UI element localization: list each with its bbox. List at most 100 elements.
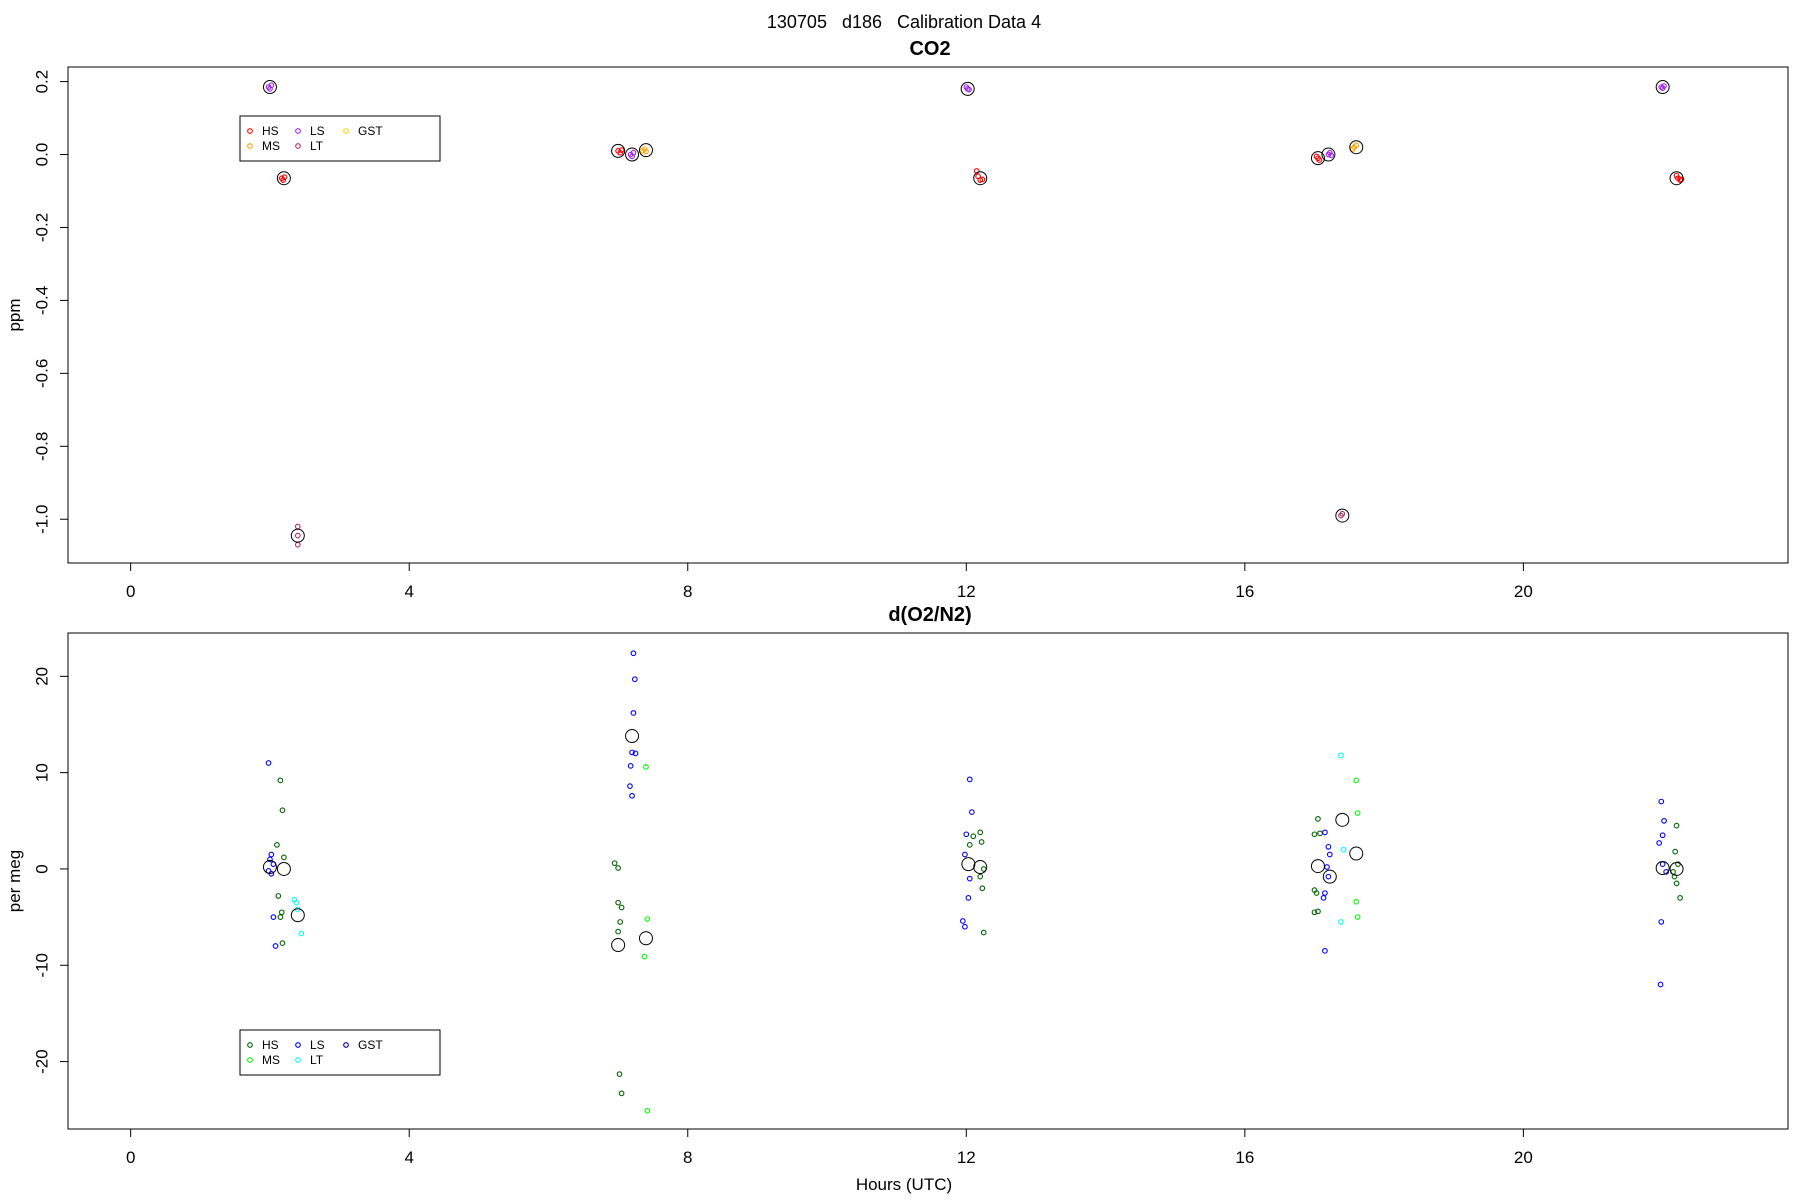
legend-marker-hs [247, 128, 253, 134]
data-point-hs [617, 919, 624, 925]
data-point-ms [1353, 777, 1360, 784]
y-tick-label: 0.0 [33, 143, 52, 167]
y-tick-label: -0.6 [33, 359, 52, 388]
data-point-ls [963, 831, 970, 838]
data-point-ms [644, 916, 651, 922]
legend-label-hs: HS [262, 124, 279, 138]
data-point-lt [1338, 919, 1344, 925]
data-point-ls [268, 82, 275, 89]
legend-label-ls: LS [310, 124, 325, 138]
x-tick-label: 4 [404, 582, 413, 601]
data-point-ls [1328, 152, 1335, 159]
mean-marker [625, 147, 640, 162]
data-point-ls [965, 895, 972, 901]
mean-marker [611, 143, 626, 158]
x-tick-label: 16 [1235, 582, 1254, 601]
data-point-ms [644, 1107, 651, 1114]
x-tick-label: 16 [1235, 1148, 1254, 1167]
data-point-hs [275, 893, 282, 899]
legend-label-lt: LT [310, 139, 324, 153]
mean-marker [1669, 171, 1684, 186]
data-point-hs [281, 174, 288, 180]
data-point-ls [627, 763, 634, 769]
mean-marker [1321, 147, 1336, 162]
data-point-ls [966, 86, 972, 93]
data-point-lt [293, 899, 300, 906]
data-point-hs [1316, 157, 1323, 163]
data-point-hs [980, 929, 987, 936]
panel-title: CO2 [909, 38, 950, 60]
data-point-hs [281, 854, 287, 861]
data-point-ls [1326, 851, 1333, 858]
data-point-hs [615, 899, 621, 906]
x-axis-label: Hours (UTC) [856, 1175, 952, 1194]
mean-marker [1335, 508, 1350, 523]
y-tick-label: 0 [33, 864, 52, 873]
mean-marker [262, 860, 277, 875]
data-point-hs [1315, 908, 1321, 915]
data-point-hs [279, 807, 286, 814]
data-point-hs [277, 914, 284, 920]
data-point-ms [1353, 898, 1360, 905]
data-point-ls [1324, 864, 1330, 870]
legend-box [239, 1029, 441, 1076]
mean-marker [262, 80, 277, 95]
legend-label-lt: LT [310, 1053, 324, 1067]
legend-label-ms: MS [262, 1053, 280, 1067]
data-point-hs [979, 885, 986, 892]
mean-marker [961, 857, 976, 872]
data-point-hs [277, 777, 284, 784]
mean-marker [625, 729, 640, 744]
data-point-hs [618, 147, 625, 154]
legend-label-hs: HS [262, 1038, 279, 1052]
data-point-ls [962, 923, 968, 930]
x-tick-label: 8 [683, 582, 692, 601]
data-point-ls [1322, 890, 1328, 896]
legend-marker-ms [247, 1057, 253, 1063]
co2-panel: CO2 ppm 0 4 8 12 16 20 0.2 0.0 -0.2 -0.4 -0.6 -0.8 -1.… [5, 38, 1789, 601]
y-tick-label: -10 [33, 953, 52, 978]
legend-marker-hs [247, 1042, 253, 1048]
data-point-hs [1315, 816, 1321, 822]
data-point-hs [1311, 831, 1318, 838]
data-point-lt [298, 930, 305, 937]
data-point-ls [966, 776, 973, 783]
data-point-lt [1340, 846, 1347, 853]
y-tick-label: -20 [33, 1049, 52, 1074]
panel-title: d(O2/N2) [888, 604, 971, 626]
mean-marker [1335, 812, 1350, 827]
data-point-hs [615, 865, 621, 871]
data-point-lt [294, 532, 301, 539]
mean-marker [1310, 859, 1325, 874]
x-tick-label: 12 [957, 1148, 976, 1167]
data-point-hs [280, 177, 287, 183]
data-point-hs [977, 873, 984, 880]
data-point-hs [1673, 822, 1680, 829]
x-tick-label: 4 [404, 1148, 413, 1167]
legend-label-ls: LS [310, 1038, 325, 1052]
data-point-ls [1657, 981, 1664, 988]
legend-marker-ls [295, 1042, 301, 1048]
data-point-ls [272, 943, 279, 949]
data-point-lt [294, 523, 301, 530]
x-tick-label: 20 [1514, 1148, 1533, 1167]
mean-marker [1669, 861, 1684, 876]
data-point-ls [1322, 829, 1328, 836]
x-tick-label: 8 [683, 1148, 692, 1167]
data-point-ls [962, 851, 968, 858]
plot-frame [67, 66, 1789, 564]
legend-marker-gst [343, 128, 349, 134]
data-point-ls [268, 851, 275, 858]
data-point-lt [1339, 510, 1346, 517]
data-point-hs [618, 904, 625, 911]
data-point-hs [1677, 895, 1683, 901]
data-point-ls [1658, 919, 1665, 925]
mean-marker [960, 81, 975, 96]
data-point-ls [270, 914, 277, 920]
data-point-hs [278, 909, 285, 916]
mean-marker [973, 860, 988, 875]
plot-frame [67, 632, 1789, 1130]
